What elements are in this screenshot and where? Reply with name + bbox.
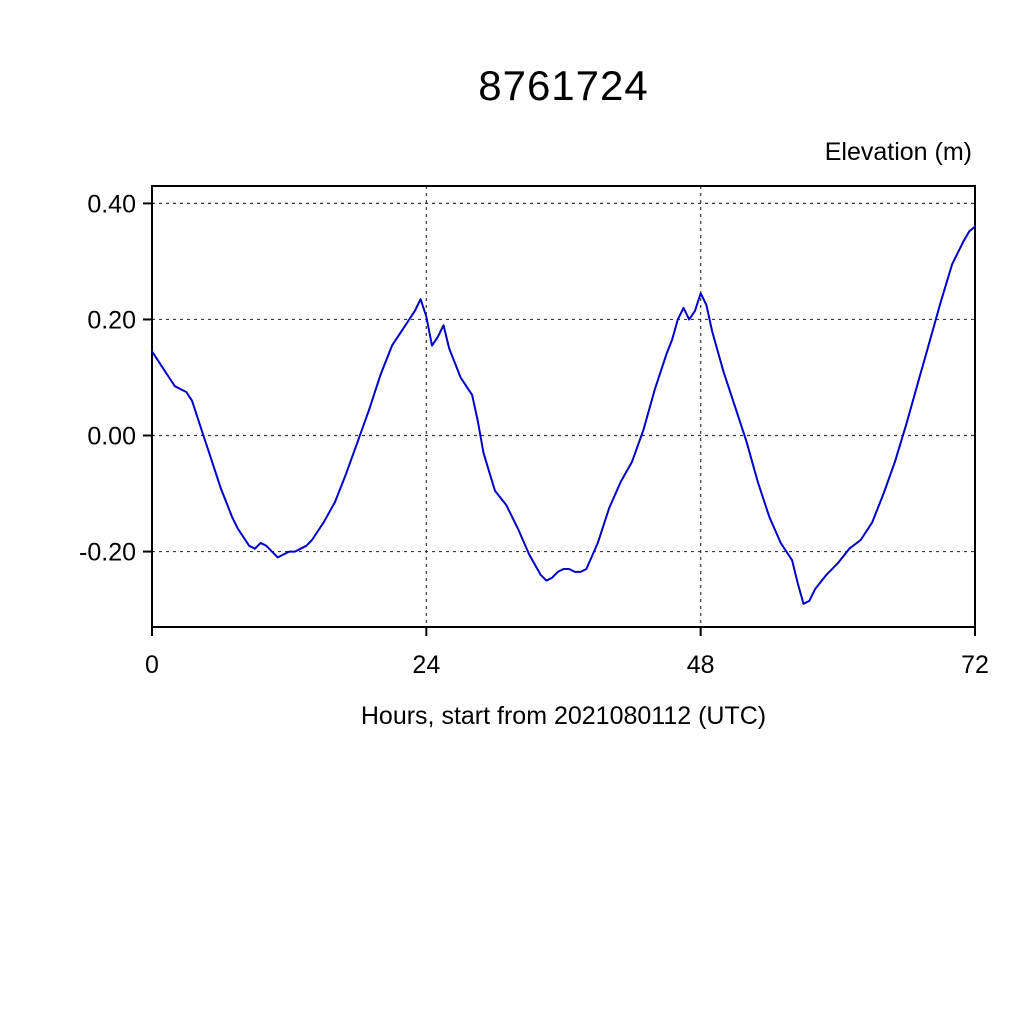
x-axis-label: Hours, start from 2021080112 (UTC) — [360, 702, 767, 730]
x-tick-label: 0 — [145, 651, 159, 679]
x-tick-labels: 0 24 48 72 — [145, 651, 989, 679]
gridlines — [152, 186, 975, 627]
x-tick-label: 72 — [961, 651, 989, 679]
x-tick-label: 24 — [412, 651, 440, 679]
y-axis-label: Elevation (m) — [824, 138, 972, 166]
y-tick-label: -0.20 — [79, 539, 136, 567]
y-tick-label: 0.00 — [87, 423, 136, 451]
x-tick-label: 48 — [687, 651, 715, 679]
axis-ticks — [143, 202, 976, 636]
y-tick-label: 0.20 — [87, 306, 136, 334]
elevation-series-line — [151, 225, 976, 605]
plot-frame — [151, 185, 976, 628]
y-tick-label: 0.40 — [87, 190, 136, 218]
y-tick-labels: -0.20 0.00 0.20 0.40 — [79, 190, 136, 566]
chart-title: 8761724 — [478, 62, 649, 109]
